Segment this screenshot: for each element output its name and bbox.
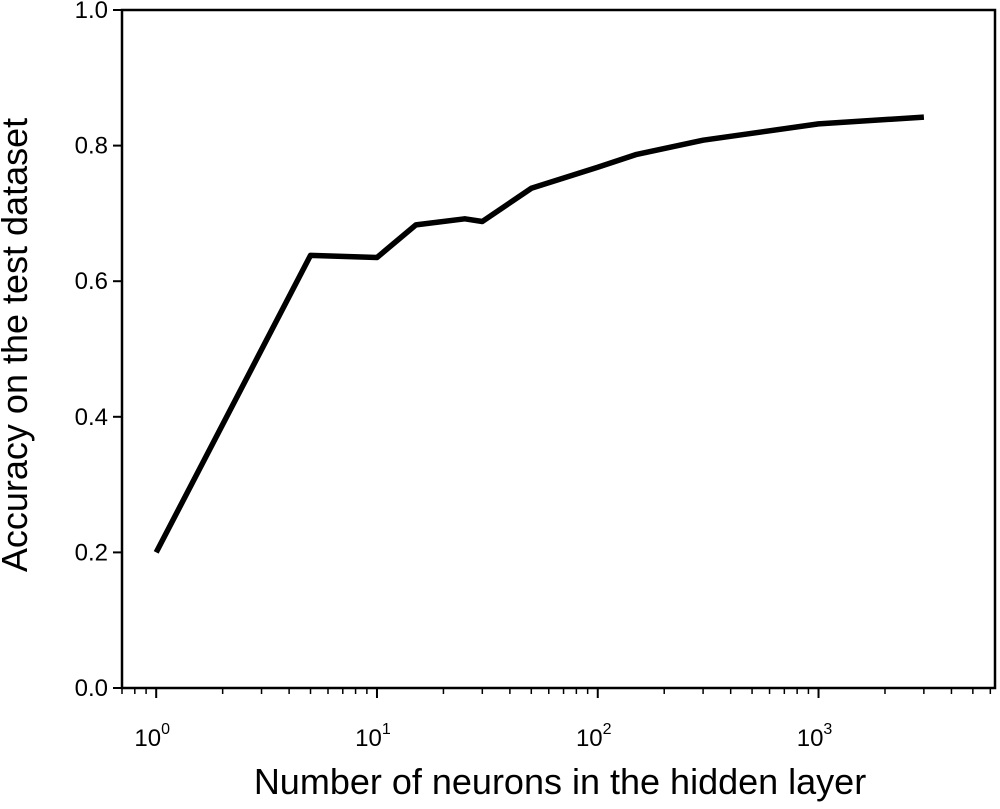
x-tick-label: 102	[576, 721, 612, 752]
x-tick-label: 103	[797, 721, 833, 752]
plot-frame	[120, 8, 997, 690]
y-tick-label: 0.8	[75, 133, 108, 160]
x-tick-label: 100	[134, 721, 170, 752]
x-axis-title: Number of neurons in the hidden layer	[254, 761, 866, 802]
y-tick-label: 0.6	[75, 268, 108, 295]
y-axis-title: Accuracy on the test dataset	[0, 118, 35, 572]
y-axis: 0.0 0.2 0.4 0.6 0.8 1.0	[75, 0, 122, 702]
y-tick-label: 0.0	[75, 675, 108, 702]
y-tick-label: 0.2	[75, 539, 108, 566]
plot-area	[120, 8, 997, 690]
x-axis: 100 101 102 103	[121, 688, 992, 752]
series-line	[153, 114, 925, 554]
series-layer	[153, 114, 925, 554]
x-tick-label: 101	[355, 721, 391, 752]
y-tick-label: 1.0	[75, 0, 108, 24]
y-tick-label: 0.4	[75, 404, 108, 431]
